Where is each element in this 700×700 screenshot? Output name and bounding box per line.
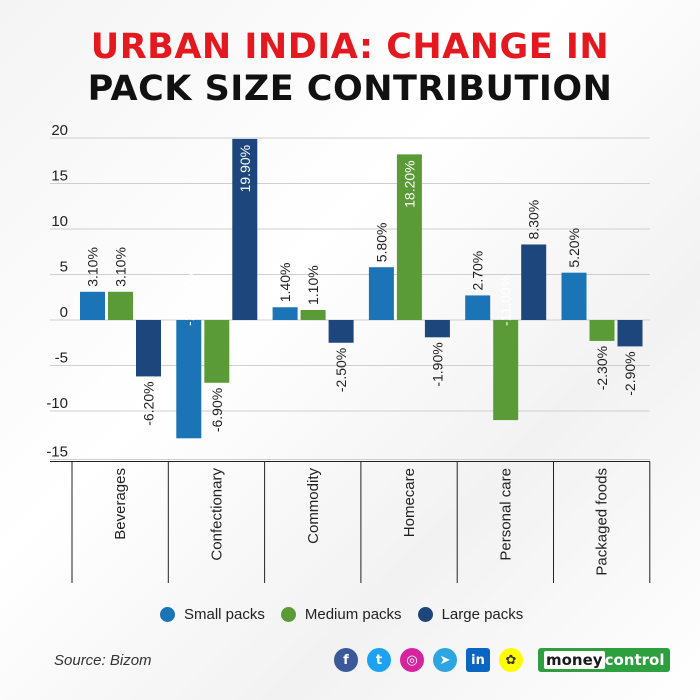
value-label-large-packs-commodity: -2.50% <box>333 348 349 392</box>
legend-item-large: Large packs <box>417 606 524 623</box>
value-label-small-packs-commodity: 1.40% <box>277 263 293 303</box>
social-bar: f t ◎ ➤ in ✿ money control <box>334 648 671 672</box>
bar-medium-packs-personal-care <box>493 320 519 421</box>
value-label-large-packs-packaged-foods: -2.90% <box>622 351 638 395</box>
bar-large-packs-personal-care <box>521 244 547 320</box>
bar-small-packs-commodity <box>272 307 298 320</box>
legend-label-small: Small packs <box>184 606 265 623</box>
bar-medium-packs-commodity <box>300 309 326 320</box>
legend-label-large: Large packs <box>441 606 524 623</box>
y-tick--15: -15 <box>46 444 68 461</box>
legend-label-medium: Medium packs <box>304 606 402 623</box>
bar-small-packs-packaged-foods <box>561 272 587 320</box>
instagram-icon[interactable]: ◎ <box>400 648 424 672</box>
value-label-small-packs-personal-care: 2.70% <box>470 251 486 291</box>
medium-packs-swatch <box>280 607 296 622</box>
y-tick--5: -5 <box>55 350 68 367</box>
bar-small-packs-beverages <box>80 291 105 320</box>
bar-medium-packs-packaged-foods <box>589 320 615 341</box>
value-label-large-packs-confectionary: 19.90% <box>237 145 253 192</box>
value-label-medium-packs-beverages: 3.10% <box>113 247 129 287</box>
bar-small-packs-homecare <box>368 267 394 320</box>
small-packs-swatch <box>160 607 175 622</box>
brand-part1: money <box>544 651 605 669</box>
snapchat-icon[interactable]: ✿ <box>499 648 523 672</box>
x-tick-beverages: Beverages <box>112 468 129 540</box>
legend: Small packs Medium packs Large packs <box>160 606 539 623</box>
linkedin-icon[interactable]: in <box>466 648 490 672</box>
value-label-small-packs-confectionary: -13.00% <box>181 274 197 326</box>
x-tick-personal-care: Personal care <box>497 468 514 561</box>
moneycontrol-logo[interactable]: money control <box>538 648 671 672</box>
value-label-small-packs-packaged-foods: 5.20% <box>566 228 582 268</box>
y-tick-0: 0 <box>60 304 68 321</box>
bar-small-packs-confectionary <box>176 320 202 439</box>
y-tick-15: 15 <box>51 168 68 185</box>
telegram-icon[interactable]: ➤ <box>433 648 457 672</box>
value-label-large-packs-beverages: -6.20% <box>141 381 157 425</box>
value-label-medium-packs-personal-care: -11.00% <box>498 275 514 326</box>
bar-large-packs-commodity <box>328 320 354 343</box>
brand-part2: control <box>604 651 665 669</box>
value-label-medium-packs-homecare: 18.20% <box>401 160 417 207</box>
y-tick-20: 20 <box>51 122 68 139</box>
value-label-medium-packs-packaged-foods: -2.30% <box>594 346 610 390</box>
y-tick-10: 10 <box>51 213 68 230</box>
x-tick-homecare: Homecare <box>401 468 418 537</box>
y-tick--10: -10 <box>46 395 68 412</box>
twitter-icon[interactable]: t <box>367 648 391 672</box>
x-tick-confectionary: Confectionary <box>208 468 225 561</box>
bar-medium-packs-confectionary <box>204 320 230 383</box>
large-packs-swatch <box>417 607 433 622</box>
bar-medium-packs-homecare <box>396 154 422 320</box>
value-label-small-packs-beverages: 3.10% <box>85 247 101 287</box>
x-tick-packaged-foods: Packaged foods <box>594 468 611 576</box>
title-line-1: URBAN INDIA: CHANGE IN <box>90 27 610 67</box>
facebook-icon[interactable]: f <box>334 648 358 672</box>
bar-large-packs-beverages <box>136 320 161 377</box>
bar-large-packs-confectionary <box>232 138 258 320</box>
value-label-medium-packs-confectionary: -6.90% <box>209 388 225 432</box>
bar-large-packs-packaged-foods <box>617 320 643 347</box>
bar-medium-packs-beverages <box>108 291 133 320</box>
bar-small-packs-personal-care <box>465 295 491 320</box>
value-label-large-packs-personal-care: 8.30% <box>526 200 542 240</box>
x-tick-commodity: Commodity <box>305 468 322 544</box>
legend-item-small: Small packs <box>160 606 265 623</box>
value-label-medium-packs-commodity: 1.10% <box>305 265 321 305</box>
value-label-small-packs-homecare: 5.80% <box>373 223 389 263</box>
title-line-2: PACK SIZE CONTRIBUTION <box>87 69 613 109</box>
source-note: Source: Bizom <box>54 652 152 669</box>
value-label-large-packs-homecare: -1.90% <box>429 342 445 386</box>
bar-large-packs-homecare <box>424 320 450 338</box>
y-tick-5: 5 <box>60 259 68 276</box>
legend-item-medium: Medium packs <box>280 606 402 623</box>
